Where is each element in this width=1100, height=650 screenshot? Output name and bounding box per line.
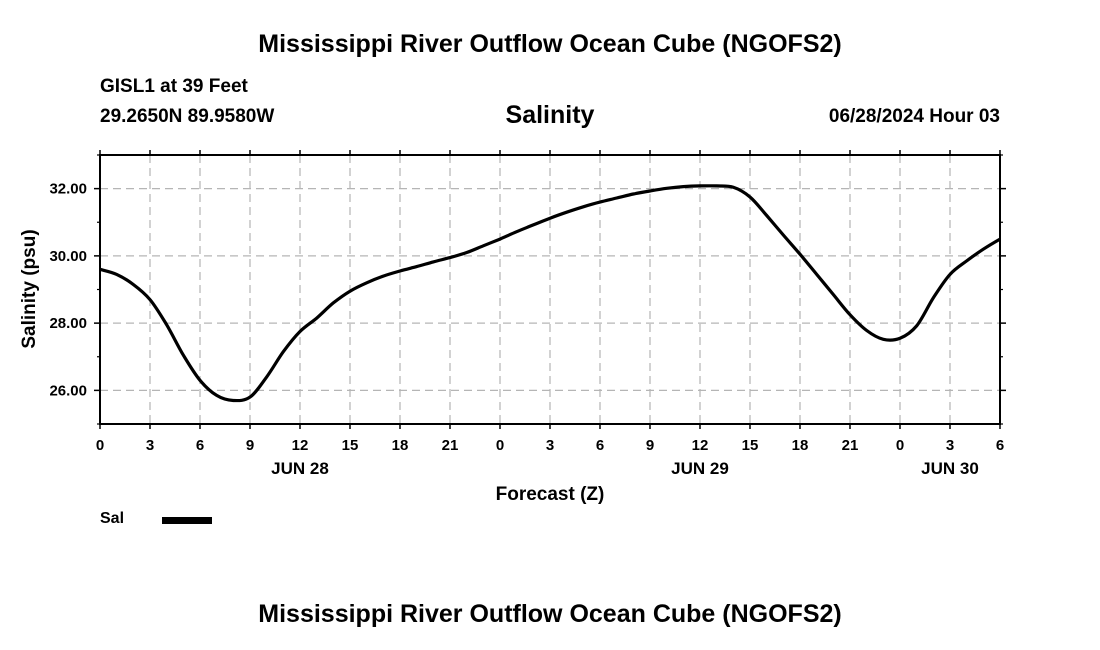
series-layer bbox=[99, 184, 1001, 403]
station-name: GISL1 at 39 Feet bbox=[100, 76, 248, 97]
forecast-timestamp: 06/28/2024 Hour 03 bbox=[828, 106, 1000, 127]
legend-line-swatch bbox=[162, 517, 212, 524]
x-tick-label: 6 bbox=[596, 437, 604, 454]
x-tick-label: 0 bbox=[496, 437, 504, 454]
chart-title: Salinity bbox=[505, 101, 595, 129]
x-tick-label: 3 bbox=[546, 437, 554, 454]
x-tick-label: 6 bbox=[996, 437, 1004, 454]
x-tick-label: 9 bbox=[646, 437, 654, 454]
x-axis-label: Forecast (Z) bbox=[496, 484, 605, 505]
x-tick-label: 18 bbox=[392, 437, 409, 454]
x-tick-label: 6 bbox=[196, 437, 204, 454]
y-axis-label: Salinity (psu) bbox=[19, 229, 40, 348]
x-tick-label: 3 bbox=[946, 437, 954, 454]
x-tick-label: 0 bbox=[896, 437, 904, 454]
y-tick-label: 32.00 bbox=[49, 181, 87, 198]
station-coordinates: 29.2650N 89.9580W bbox=[100, 106, 275, 127]
y-tick-label: 28.00 bbox=[49, 315, 87, 332]
x-tick-label: 9 bbox=[246, 437, 254, 454]
x-tick-label: 0 bbox=[96, 437, 104, 454]
x-tick-label: 21 bbox=[842, 437, 859, 454]
x-day-label: JUN 28 bbox=[271, 459, 329, 478]
x-tick-label: 3 bbox=[146, 437, 154, 454]
y-tick-label: 26.00 bbox=[49, 382, 87, 399]
main-title: Mississippi River Outflow Ocean Cube (NG… bbox=[258, 30, 842, 58]
axis-ticks: 0 3 6 9 12 15 18 21 0 3 6 9 12 15 18 21 0 3 6 JUN 28 JUN 29 J… bbox=[49, 150, 1006, 478]
footer-title: Mississippi River Outflow Ocean Cube (NG… bbox=[258, 600, 842, 628]
legend-label: Sal bbox=[100, 510, 125, 527]
x-day-label: JUN 29 bbox=[671, 459, 729, 478]
x-tick-label: 21 bbox=[442, 437, 459, 454]
series-line-sal bbox=[99, 184, 1001, 403]
x-tick-label: 12 bbox=[292, 437, 309, 454]
x-day-label: JUN 30 bbox=[921, 459, 979, 478]
y-tick-label: 30.00 bbox=[49, 248, 87, 265]
x-tick-label: 12 bbox=[692, 437, 709, 454]
grid-lines bbox=[100, 155, 1000, 424]
x-tick-label: 18 bbox=[792, 437, 809, 454]
plot-frame bbox=[99, 154, 1001, 425]
x-tick-label: 15 bbox=[342, 437, 359, 454]
x-tick-label: 15 bbox=[742, 437, 759, 454]
